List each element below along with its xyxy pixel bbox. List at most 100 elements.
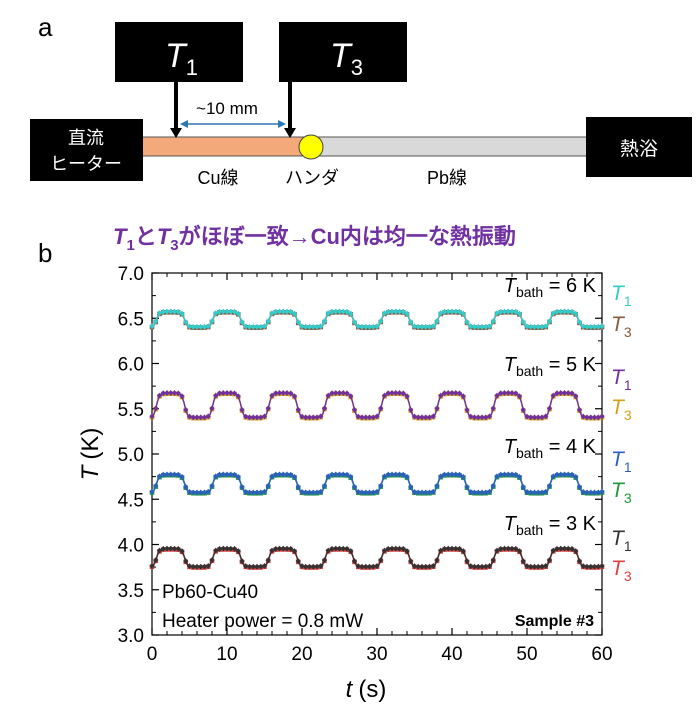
data-point-t1 [258, 323, 264, 330]
data-point-t1 [340, 390, 346, 397]
data-point-t1 [348, 393, 354, 400]
data-point-t1 [531, 414, 538, 421]
data-point-t1 [483, 414, 489, 421]
data-point-t1 [216, 390, 223, 397]
data-point-t1 [224, 308, 230, 315]
data-point-t1 [329, 471, 335, 478]
data-point-t1 [490, 557, 496, 564]
heater-label-line1: 直流 [68, 128, 104, 148]
data-point-t1 [235, 310, 241, 317]
heater-box [30, 119, 143, 181]
data-point-t1 [550, 392, 556, 399]
heater-label-line2: ヒーター [50, 154, 122, 174]
data-point-t1 [389, 471, 395, 478]
data-point-t1 [336, 545, 343, 552]
data-point-t1 [591, 323, 598, 330]
data-point-t1 [351, 558, 358, 565]
data-point-t1 [265, 482, 271, 489]
data-point-t1 [565, 390, 571, 397]
data-point-t1 [528, 323, 534, 330]
data-point-t1 [175, 471, 181, 478]
data-point-t1 [280, 471, 286, 478]
data-point-t1 [186, 413, 193, 420]
data-point-t1 [246, 563, 253, 570]
data-point-t1 [408, 406, 414, 413]
data-point-t1 [374, 323, 380, 330]
data-point-t1 [228, 545, 234, 552]
data-point-t1 [209, 405, 215, 412]
data-point-t1 [550, 473, 556, 480]
data-point-t1 [381, 392, 388, 399]
data-point-t1 [520, 319, 526, 326]
data-point-t1 [595, 323, 601, 330]
data-point-t1 [280, 545, 286, 552]
data-point-t1 [276, 308, 283, 315]
y-tick-label: 5.0 [118, 445, 144, 466]
data-point-t1 [411, 413, 418, 420]
data-point-t1 [569, 390, 575, 397]
data-point-t1 [419, 489, 425, 496]
data-point-t1 [243, 563, 249, 570]
data-point-t1 [314, 489, 320, 496]
legend-t3: T3 [611, 557, 632, 584]
bath-box [586, 117, 692, 177]
data-point-t1 [423, 563, 429, 570]
y-tick-label: 4.5 [118, 490, 144, 511]
data-point-t1 [190, 414, 196, 421]
data-point-t1 [438, 392, 444, 399]
data-point-t1 [573, 310, 579, 317]
data-point-t1 [224, 471, 230, 478]
data-point-t1 [348, 548, 354, 555]
data-point-t1 [186, 488, 193, 495]
data-point-t1 [239, 406, 245, 413]
data-point-t1 [205, 413, 211, 420]
data-point-t1 [471, 563, 478, 570]
data-point-t1 [310, 414, 316, 421]
data-point-t1 [456, 390, 463, 397]
data-point-t1 [273, 390, 279, 397]
data-point-t1 [291, 393, 298, 400]
headline: T1とT3がほぼ一致→Cu内は均一な熱振動 [113, 224, 516, 254]
data-point-t1 [539, 414, 545, 421]
data-point-t1 [426, 414, 433, 421]
data-point-t1 [363, 563, 369, 570]
data-point-t1 [258, 489, 264, 496]
data-point-t1 [314, 414, 320, 421]
data-point-t1 [149, 323, 155, 330]
distance-arrowhead-right-icon [278, 120, 286, 128]
data-point-t1 [438, 473, 444, 480]
data-point-t1 [239, 483, 245, 490]
data-point-t1 [366, 414, 373, 421]
data-point-t1 [153, 482, 159, 489]
data-point-t1 [565, 471, 571, 478]
data-point-t1 [509, 471, 515, 478]
data-point-t1 [535, 489, 541, 496]
data-point-t1 [344, 390, 350, 397]
series-layer [149, 308, 605, 570]
data-point-t1 [156, 392, 163, 399]
data-point-t1 [464, 483, 470, 490]
data-point-t1 [243, 323, 249, 330]
data-point-t1 [580, 413, 586, 420]
data-point-t1 [351, 483, 358, 490]
data-point-t1 [325, 473, 331, 480]
data-point-t1 [250, 563, 256, 570]
solder-ball [298, 134, 324, 160]
data-point-t1 [295, 319, 301, 326]
data-point-t1 [419, 323, 425, 330]
data-point-t1 [291, 310, 298, 317]
data-point-t1 [580, 488, 586, 495]
data-point-t1 [535, 323, 541, 330]
data-point-t1 [265, 557, 271, 564]
data-point-t1 [149, 488, 155, 495]
data-point-t1 [160, 471, 166, 478]
data-point-t1 [535, 414, 541, 421]
data-point-t1 [303, 414, 309, 421]
data-point-t1 [430, 488, 436, 495]
data-point-t1 [599, 323, 605, 330]
data-point-t1 [411, 563, 418, 570]
data-point-t1 [363, 323, 369, 330]
data-point-t1 [168, 471, 174, 478]
data-point-t1 [284, 390, 290, 397]
data-point-t1 [374, 413, 380, 420]
